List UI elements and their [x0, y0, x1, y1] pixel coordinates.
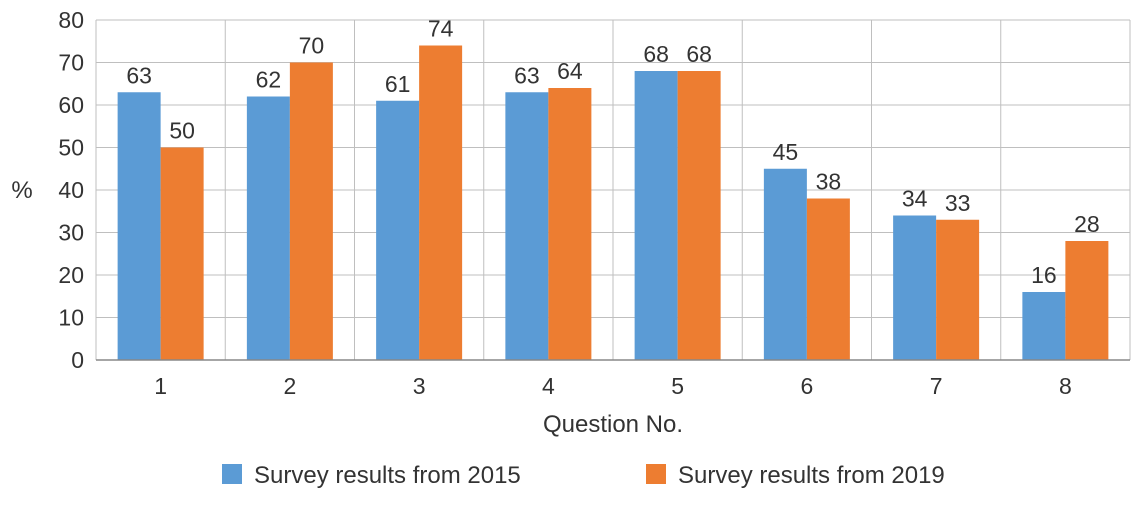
x-tick-label: 7: [930, 373, 943, 399]
bar-q8-s1: [1022, 292, 1066, 360]
y-tick-label: 70: [58, 50, 84, 76]
legend-swatch-2: [646, 464, 666, 484]
y-tick-label: 40: [58, 177, 84, 203]
data-label-q4-s1: 63: [514, 62, 540, 88]
bars: [117, 45, 1109, 360]
data-labels: 63 50 62 70 61 74 63 64 68 68 45 38 34 33 16 28: [126, 16, 1099, 289]
bar-q5-s1: [634, 71, 678, 360]
bar-q2-s2: [289, 62, 333, 360]
x-tick-label: 1: [154, 373, 167, 399]
x-tick-label: 5: [671, 373, 684, 399]
y-tick-label: 60: [58, 92, 84, 118]
x-tick-label: 3: [413, 373, 426, 399]
bar-q2-s1: [246, 96, 290, 360]
bar-q4-s2: [548, 88, 592, 360]
y-tick-label: 80: [58, 7, 84, 33]
y-tick-label: 50: [58, 135, 84, 161]
bar-q5-s2: [677, 71, 721, 360]
bar-q6-s1: [763, 168, 807, 360]
bar-q7-s2: [936, 219, 980, 360]
data-label-q7-s1: 34: [902, 186, 928, 212]
legend-label-2: Survey results from 2019: [678, 462, 945, 489]
bar-q8-s2: [1065, 241, 1109, 360]
data-label-q6-s1: 45: [773, 139, 799, 165]
y-axis-title: %: [11, 177, 32, 204]
bar-q1-s2: [160, 147, 204, 360]
data-label-q3-s2: 74: [428, 16, 454, 42]
bar-q4-s1: [505, 92, 549, 360]
data-label-q7-s2: 33: [945, 190, 971, 216]
data-label-q5-s1: 68: [643, 41, 669, 67]
bar-q3-s1: [376, 100, 420, 360]
y-tick-label: 0: [71, 347, 84, 373]
data-label-q6-s2: 38: [816, 169, 842, 195]
x-axis-title: Question No.: [543, 411, 683, 438]
x-tick-label: 6: [800, 373, 813, 399]
data-label-q1-s2: 50: [169, 118, 195, 144]
x-axis-ticks: 1 2 3 4 5 6 7 8: [154, 373, 1072, 399]
data-label-q2-s2: 70: [299, 33, 325, 59]
data-label-q8-s2: 28: [1074, 211, 1100, 237]
y-tick-label: 30: [58, 220, 84, 246]
x-tick-label: 4: [542, 373, 555, 399]
y-axis-ticks: 0 10 20 30 40 50 60 70 80: [58, 7, 84, 373]
data-label-q3-s1: 61: [385, 71, 411, 97]
x-tick-label: 8: [1059, 373, 1072, 399]
data-label-q4-s2: 64: [557, 58, 583, 84]
bar-q6-s2: [806, 198, 850, 360]
x-tick-label: 2: [283, 373, 296, 399]
legend: Survey results from 2015 Survey results f…: [222, 462, 945, 489]
bar-q3-s2: [419, 45, 463, 360]
data-label-q2-s1: 62: [256, 67, 282, 93]
y-tick-label: 20: [58, 262, 84, 288]
y-tick-label: 10: [58, 305, 84, 331]
legend-label-1: Survey results from 2015: [254, 462, 521, 489]
data-label-q8-s1: 16: [1031, 262, 1057, 288]
legend-swatch-1: [222, 464, 242, 484]
data-label-q1-s1: 63: [126, 62, 152, 88]
data-label-q5-s2: 68: [686, 41, 712, 67]
bar-q7-s1: [893, 215, 937, 360]
bar-q1-s1: [117, 92, 161, 360]
